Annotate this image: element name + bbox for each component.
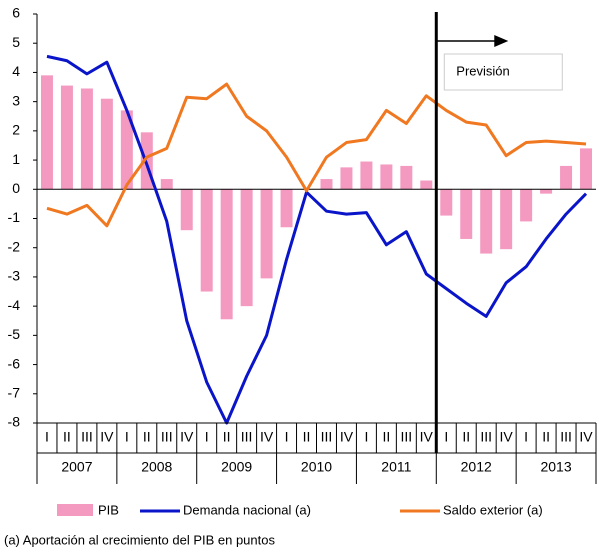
legend-label: Saldo exterior (a) xyxy=(443,502,543,517)
bar xyxy=(460,189,473,239)
year-label: 2012 xyxy=(461,459,492,475)
annotation: Previsión xyxy=(456,63,509,78)
bar xyxy=(260,189,273,279)
year-label: 2011 xyxy=(381,459,411,475)
bar xyxy=(580,148,593,190)
x-tick-label: II xyxy=(542,429,550,445)
x-tick-label: III xyxy=(560,429,572,445)
bar xyxy=(440,189,453,216)
bar xyxy=(520,189,533,222)
bar xyxy=(420,180,433,190)
x-tick-label: II xyxy=(143,429,151,445)
x-tick-label: I xyxy=(524,429,528,445)
y-tick-label: 1 xyxy=(12,151,20,167)
legend-label: Demanda nacional (a) xyxy=(183,502,311,517)
x-tick-label: I xyxy=(125,429,129,445)
x-tick-label: III xyxy=(480,429,492,445)
x-tick-label: IV xyxy=(340,429,354,445)
y-tick-label: -3 xyxy=(8,268,21,284)
y-tick-label: 2 xyxy=(12,122,20,138)
x-tick-label: III xyxy=(81,429,93,445)
y-tick-label: -1 xyxy=(8,209,21,225)
y-tick-label: -8 xyxy=(8,414,21,430)
x-tick-label: IV xyxy=(579,429,593,445)
bar xyxy=(500,189,513,250)
x-tick-label: II xyxy=(63,429,71,445)
year-label: 2013 xyxy=(540,459,571,475)
x-tick-label: I xyxy=(444,429,448,445)
y-tick-label: 5 xyxy=(12,34,20,50)
bar xyxy=(100,98,113,190)
x-tick-label: III xyxy=(241,429,253,445)
bar xyxy=(80,88,93,190)
bar xyxy=(360,161,373,190)
bar xyxy=(120,110,133,190)
year-label: 2010 xyxy=(301,459,332,475)
y-tick-label: 0 xyxy=(12,180,20,196)
y-tick-label: -7 xyxy=(8,384,21,400)
x-tick-label: IV xyxy=(180,429,194,445)
x-tick-label: III xyxy=(401,429,413,445)
footnote: (a) Aportación al crecimiento del PIB en… xyxy=(4,532,275,547)
bar xyxy=(220,189,233,320)
year-label: 2009 xyxy=(221,459,252,475)
x-tick-label: IV xyxy=(500,429,514,445)
bar xyxy=(320,179,333,190)
y-tick-label: -5 xyxy=(8,326,21,342)
x-tick-label: I xyxy=(205,429,209,445)
bar xyxy=(180,189,193,231)
x-tick-label: III xyxy=(161,429,173,445)
year-label: 2007 xyxy=(61,459,92,475)
x-tick-label: II xyxy=(223,429,231,445)
line-series xyxy=(46,82,587,228)
legend-label: PIB xyxy=(98,502,119,517)
bar xyxy=(280,189,293,228)
y-tick-label: -4 xyxy=(8,297,21,313)
x-tick-label: II xyxy=(382,429,390,445)
x-tick-label: III xyxy=(321,429,333,445)
bar xyxy=(400,165,413,190)
x-tick-label: II xyxy=(462,429,470,445)
legend-swatch xyxy=(57,504,93,516)
x-tick-label: I xyxy=(45,429,49,445)
bar xyxy=(340,167,353,190)
forecast-arrowhead xyxy=(494,35,509,47)
bar xyxy=(160,179,173,190)
bar xyxy=(40,75,53,190)
bar xyxy=(540,189,553,194)
x-tick-label: IV xyxy=(100,429,114,445)
line-series xyxy=(46,54,588,425)
y-tick-label: 4 xyxy=(12,63,20,79)
bar xyxy=(380,164,393,190)
x-tick-label: II xyxy=(303,429,311,445)
x-tick-label: I xyxy=(364,429,368,445)
bar xyxy=(240,189,253,307)
annotation-box xyxy=(443,53,563,91)
x-tick-label: IV xyxy=(420,429,434,445)
bar xyxy=(60,85,73,190)
y-tick-label: -2 xyxy=(8,238,21,254)
bar xyxy=(480,189,493,254)
bar xyxy=(560,165,573,190)
year-label: 2008 xyxy=(141,459,172,475)
x-tick-label: I xyxy=(285,429,289,445)
x-tick-label: IV xyxy=(260,429,274,445)
bar xyxy=(200,189,213,292)
y-tick-label: 3 xyxy=(12,92,20,108)
y-tick-label: -6 xyxy=(8,355,21,371)
y-tick-label: 6 xyxy=(12,5,20,21)
